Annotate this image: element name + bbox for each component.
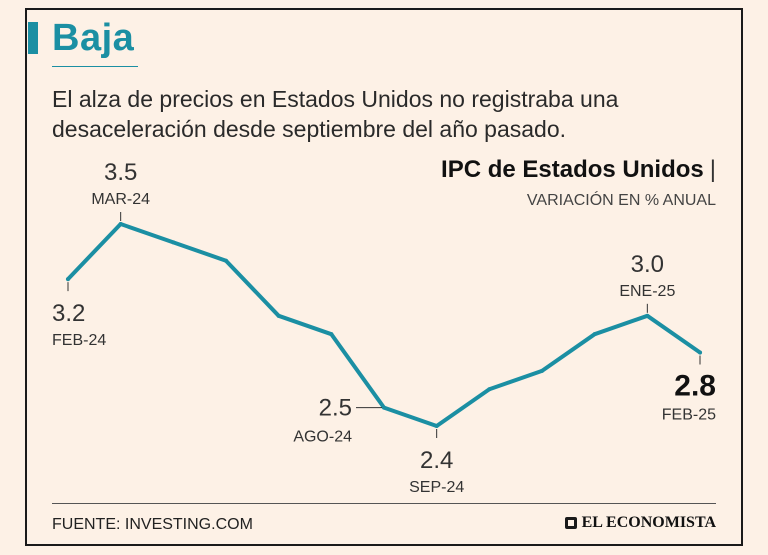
data-point-jun-24 [276,313,281,318]
date-label-feb-25: FEB-25 [662,407,716,424]
data-point-ago-24 [382,405,386,410]
chart-title: IPC de Estados Unidos | [441,156,716,184]
data-point-may-24 [224,258,228,263]
date-label-sep-24: SEP-24 [409,479,464,496]
value-label-mar-24: 3.5 [104,159,137,186]
value-label-ago-24: 2.5 [319,395,352,422]
data-point-ene-25 [645,313,650,318]
headline-underline [52,66,138,67]
value-label-sep-24: 2.4 [420,447,453,474]
data-point-sep-24 [434,424,439,428]
figure-frame [25,8,743,546]
chart-subtitle: VARIACIÓN EN % ANUAL [526,192,716,209]
data-point-jul-24 [329,332,334,337]
ipc-series-line [66,222,702,428]
data-point-mar-24 [118,222,123,226]
source-note: FUENTE: INVESTING.COM [52,516,253,533]
headline-accent-bar [28,22,38,54]
chart-title-text: IPC de Estados Unidos [441,156,704,183]
data-point-oct-24 [487,387,492,392]
value-label-feb-25: 2.8 [674,370,716,403]
data-point-nov-24 [540,368,544,373]
value-label-feb-24: 3.2 [52,300,85,327]
data-point-dic-24 [592,332,597,337]
logo-mark-icon [564,517,577,529]
data-point-feb-25 [698,350,702,355]
date-label-mar-24: MAR-24 [91,191,150,208]
publisher-logo: EL ECONOMISTA [564,514,716,532]
chart-title-separator: | [709,156,716,183]
headline: Baja [52,17,135,59]
date-label-feb-24: FEB-24 [52,332,106,349]
date-label-ago-24: AGO-24 [293,429,352,446]
data-point-abr-24 [171,240,176,245]
subtitle: El alza de precios en Estados Unidos no … [52,86,619,142]
footer-divider [52,503,716,504]
data-point-feb-24 [66,277,70,282]
value-label-ene-25: 3.0 [631,251,664,278]
logo-text: EL ECONOMISTA [581,514,716,531]
date-label-ene-25: ENE-25 [619,283,675,300]
